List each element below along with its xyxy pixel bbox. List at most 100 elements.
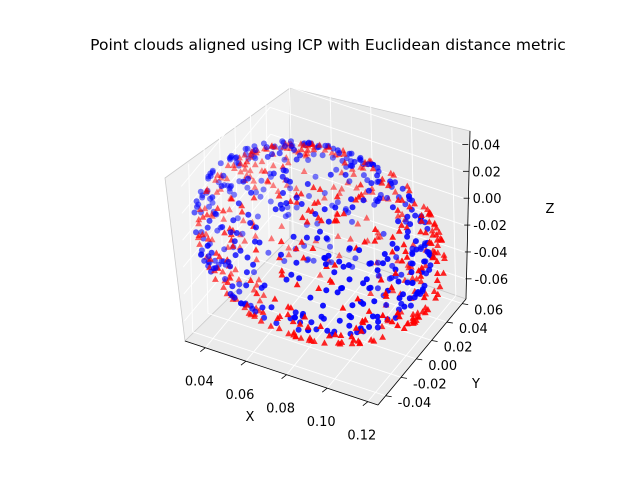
point-series0-153 bbox=[252, 238, 258, 245]
grid-line-z-right-5 bbox=[269, 80, 463, 145]
point-series0-40 bbox=[404, 279, 411, 286]
point-series0-74 bbox=[323, 287, 330, 294]
point-series0-241 bbox=[261, 282, 268, 289]
point-series0-250 bbox=[421, 242, 428, 249]
y-tick-label-4: 0.04 bbox=[459, 322, 488, 337]
point-series1-29 bbox=[310, 183, 317, 191]
point-series1-69 bbox=[333, 217, 341, 224]
point-series1-300 bbox=[441, 254, 448, 261]
point-series1-165 bbox=[436, 283, 444, 290]
point-series1-223 bbox=[331, 331, 339, 338]
point-series0-393 bbox=[222, 276, 228, 282]
point-series1-260 bbox=[398, 210, 406, 217]
grid-line-x-2 bbox=[286, 268, 375, 375]
point-series0-93 bbox=[207, 173, 214, 179]
point-series1-61 bbox=[230, 161, 237, 168]
point-series1-15 bbox=[251, 161, 259, 168]
z-tick-label-4: 0.02 bbox=[472, 165, 501, 180]
point-series0-203 bbox=[406, 295, 413, 302]
point-series1-273 bbox=[426, 238, 433, 245]
point-series1-97 bbox=[350, 336, 357, 343]
point-series0-279 bbox=[393, 254, 400, 261]
point-series1-319 bbox=[214, 204, 221, 211]
point-series1-75 bbox=[196, 205, 204, 212]
point-series1-356 bbox=[363, 214, 371, 221]
point-series1-291 bbox=[284, 310, 292, 318]
point-series1-183 bbox=[389, 233, 397, 240]
point-series0-55 bbox=[308, 319, 315, 326]
axis-z-line bbox=[465, 130, 471, 300]
point-series0-187 bbox=[261, 314, 268, 321]
point-series1-386 bbox=[395, 227, 403, 234]
point-series0-274 bbox=[374, 313, 381, 320]
point-series1-173 bbox=[370, 337, 378, 344]
point-series0-146 bbox=[303, 234, 310, 241]
point-series1-25 bbox=[348, 333, 356, 340]
point-series0-175 bbox=[412, 212, 419, 219]
point-series0-167 bbox=[252, 308, 259, 315]
point-series0-4 bbox=[322, 255, 329, 262]
point-series0-313 bbox=[349, 204, 356, 211]
point-series0-1 bbox=[413, 246, 420, 253]
point-series0-115 bbox=[292, 309, 299, 316]
point-series0-13 bbox=[332, 204, 339, 211]
point-series1-363 bbox=[433, 257, 441, 264]
point-series0-378 bbox=[193, 229, 199, 236]
point-series1-279 bbox=[292, 245, 300, 252]
grid-line-x-wall-1 bbox=[329, 87, 335, 256]
point-series1-304 bbox=[316, 185, 324, 192]
point-series1-226 bbox=[389, 248, 396, 255]
point-series0-350 bbox=[251, 269, 257, 276]
point-series0-7 bbox=[360, 172, 367, 179]
point-series1-418 bbox=[268, 235, 275, 242]
point-series1-365 bbox=[378, 179, 386, 186]
point-series0-359 bbox=[346, 178, 353, 185]
point-series1-179 bbox=[239, 217, 247, 224]
y-tick-label-1: -0.02 bbox=[413, 377, 447, 392]
point-series1-157 bbox=[287, 304, 295, 311]
point-series0-403 bbox=[384, 194, 391, 201]
point-series1-105 bbox=[260, 291, 268, 298]
point-series1-399 bbox=[405, 187, 413, 194]
point-series1-375 bbox=[403, 253, 411, 260]
point-series0-253 bbox=[411, 294, 418, 301]
point-series0-307 bbox=[371, 298, 378, 305]
point-series0-28 bbox=[400, 291, 406, 298]
x-tick-label-1: 0.06 bbox=[225, 388, 254, 403]
x-tick-label-2: 0.08 bbox=[266, 402, 295, 417]
point-series0-281 bbox=[288, 138, 294, 145]
point-series1-51 bbox=[213, 249, 220, 256]
point-series1-65 bbox=[278, 222, 286, 229]
y-tick-label-0: -0.04 bbox=[398, 396, 432, 411]
point-series1-175 bbox=[429, 254, 436, 261]
z-tick-label-3: 0.00 bbox=[473, 192, 502, 207]
point-series1-4 bbox=[238, 202, 246, 209]
point-series0-97 bbox=[221, 246, 228, 253]
point-series1-3 bbox=[400, 241, 408, 248]
point-series0-202 bbox=[298, 201, 305, 207]
point-series1-301 bbox=[221, 229, 228, 236]
point-series0-226 bbox=[407, 302, 414, 309]
point-series1-201 bbox=[285, 330, 292, 337]
point-series1-272 bbox=[209, 212, 216, 219]
point-series0-339 bbox=[209, 194, 216, 201]
y-tick-mark-5 bbox=[462, 303, 469, 306]
point-series1-166 bbox=[199, 231, 206, 238]
point-series0-395 bbox=[232, 155, 239, 161]
point-series1-184 bbox=[252, 232, 259, 239]
point-series1-145 bbox=[335, 251, 343, 259]
point-series0-354 bbox=[336, 317, 343, 324]
point-series0-402 bbox=[369, 313, 376, 320]
point-series0-300 bbox=[248, 189, 255, 196]
point-series0-70 bbox=[260, 186, 267, 193]
point-series0-103 bbox=[348, 196, 355, 203]
point-series0-380 bbox=[334, 289, 341, 296]
point-series0-219 bbox=[360, 197, 367, 204]
point-series1-231 bbox=[425, 210, 432, 217]
point-series0-385 bbox=[219, 224, 226, 230]
point-series0-12 bbox=[267, 198, 274, 205]
point-series0-248 bbox=[421, 258, 428, 265]
point-series1-186 bbox=[289, 317, 297, 325]
point-series0-171 bbox=[263, 144, 270, 151]
